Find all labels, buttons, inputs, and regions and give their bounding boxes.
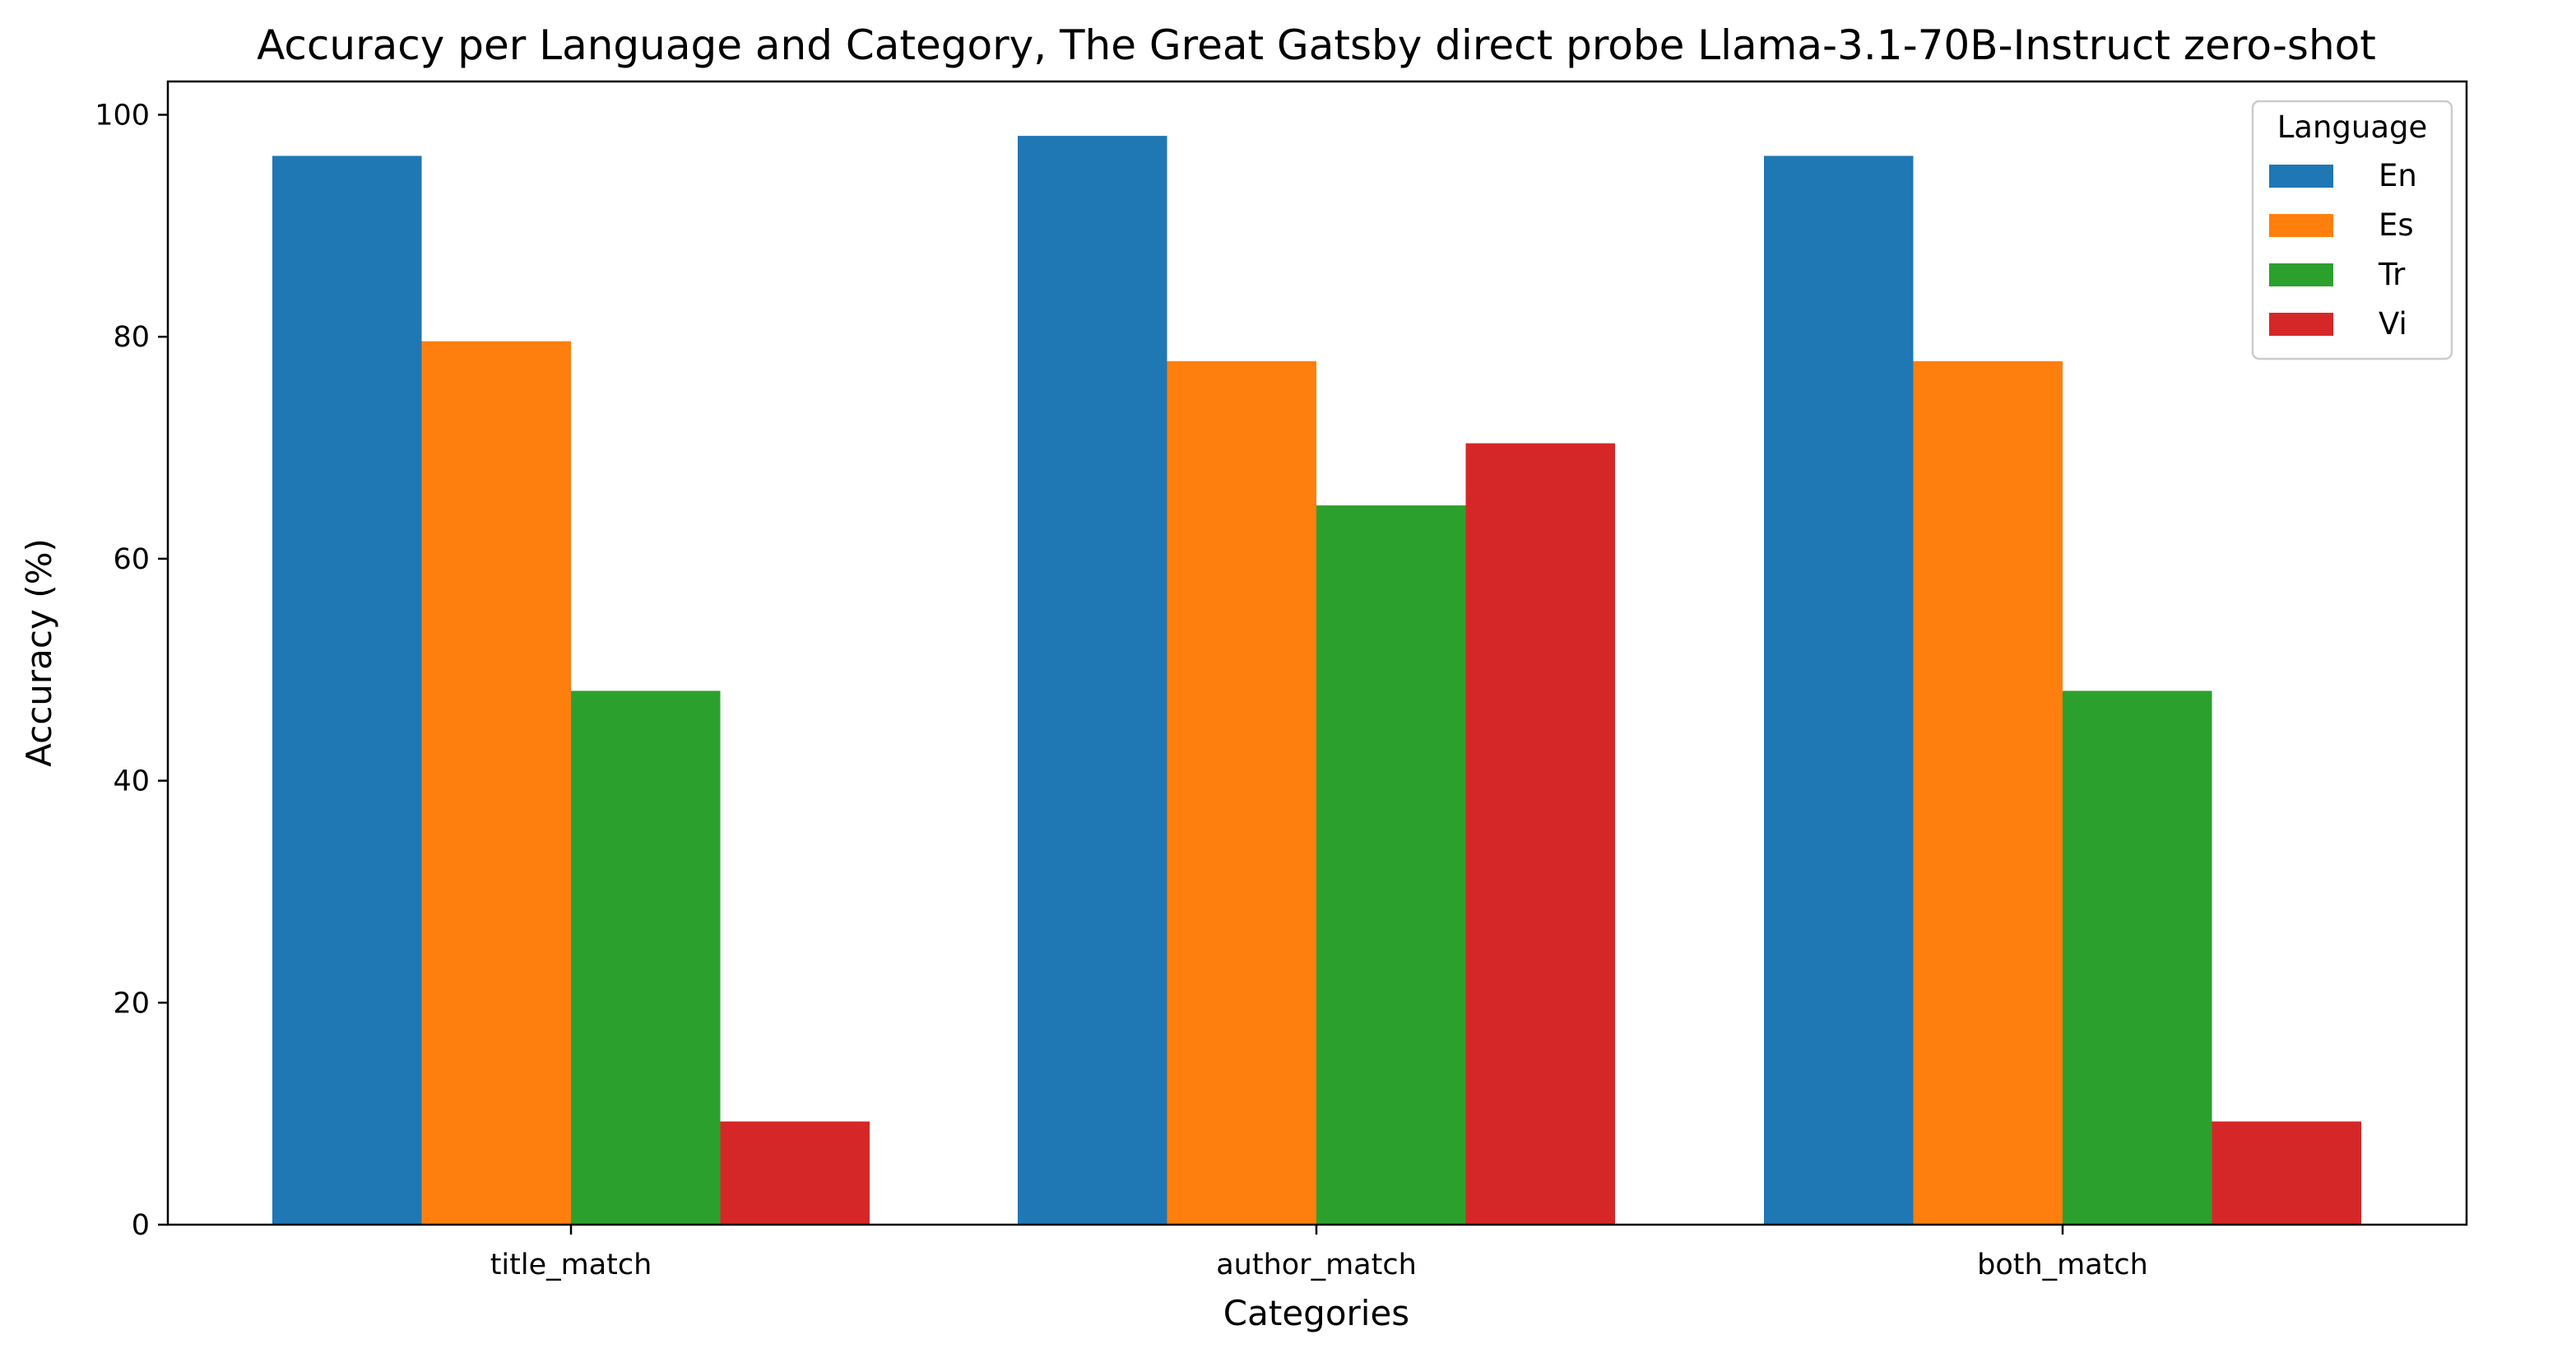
- legend-label-en: En: [2379, 158, 2417, 193]
- legend-swatch-vi: [2269, 313, 2333, 336]
- bar-en-title-match: [272, 156, 422, 1225]
- bar-es-title-match: [421, 341, 571, 1225]
- bar-vi-both-match: [2212, 1121, 2361, 1225]
- legend-label-tr: Tr: [2378, 257, 2406, 292]
- bar-tr-both-match: [2063, 691, 2212, 1225]
- legend-title: Language: [2277, 109, 2428, 145]
- legend-swatch-es: [2269, 214, 2333, 237]
- x-tick-label: title_match: [490, 1249, 652, 1281]
- bars-group: [272, 136, 2361, 1225]
- x-tick-label: both_match: [1977, 1249, 2148, 1281]
- legend-items: En Es Tr Vi: [2269, 158, 2417, 342]
- y-axis-label: Accuracy (%): [19, 538, 59, 767]
- y-tick-label: 0: [132, 1209, 150, 1242]
- bar-vi-title-match: [720, 1121, 870, 1225]
- y-tick-label: 40: [113, 765, 150, 798]
- chart-title: Accuracy per Language and Category, The …: [257, 21, 2376, 69]
- legend-label-es: Es: [2379, 207, 2414, 243]
- legend-label-vi: Vi: [2379, 306, 2407, 342]
- bar-tr-title-match: [571, 691, 721, 1225]
- bar-en-both-match: [1764, 156, 1914, 1225]
- bar-vi-author-match: [1465, 443, 1615, 1225]
- y-tick-label: 20: [113, 987, 150, 1020]
- x-axis-label: Categories: [1223, 1293, 1409, 1333]
- y-axis: 0 20 40 60 80 100: [95, 99, 168, 1242]
- bar-es-author-match: [1167, 360, 1316, 1225]
- y-tick-label: 100: [95, 99, 150, 132]
- bar-tr-author-match: [1316, 505, 1466, 1225]
- legend-swatch-tr: [2269, 263, 2333, 286]
- bar-es-both-match: [1913, 360, 2063, 1225]
- y-tick-label: 60: [113, 543, 150, 576]
- y-tick-label: 80: [113, 321, 150, 354]
- x-tick-label: author_match: [1216, 1249, 1417, 1281]
- bar-en-author-match: [1018, 136, 1167, 1225]
- legend: Language En Es Tr Vi: [2251, 100, 2453, 360]
- legend-swatch-en: [2269, 165, 2333, 188]
- x-axis: title_match author_match both_match: [490, 1225, 2148, 1281]
